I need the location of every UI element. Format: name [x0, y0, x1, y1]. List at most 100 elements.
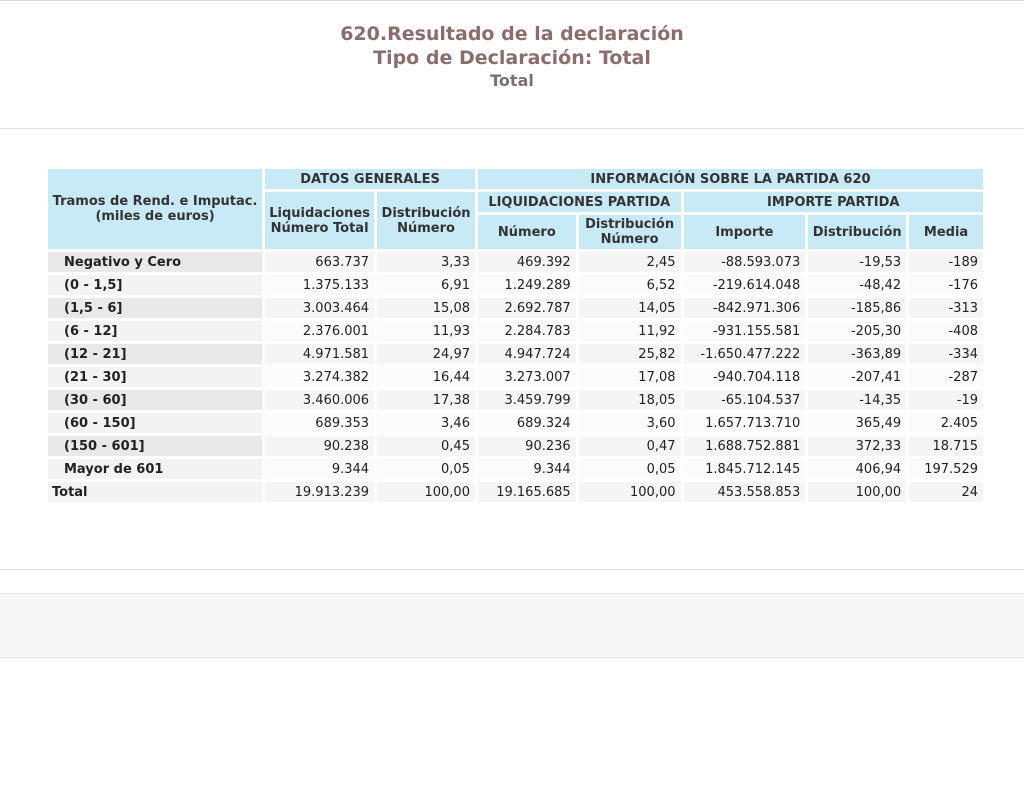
cell-distribucion: -185,86: [808, 298, 907, 318]
row-label: Mayor de 601: [48, 459, 263, 479]
cell-numero: 2.692.787: [477, 298, 576, 318]
cell-distribucion-numero: 100,00: [377, 482, 475, 502]
cell-distribucion: 406,94: [808, 459, 907, 479]
table-row: (150 - 601] 90.238 0,45 90.236 0,47 1.68…: [48, 436, 983, 456]
cell-numero: 4.947.724: [477, 344, 576, 364]
cell-importe: 453.558.853: [683, 482, 806, 502]
table-row: (60 - 150] 689.353 3,46 689.324 3,60 1.6…: [48, 413, 983, 433]
cell-distribucion-numero: 11,93: [377, 321, 475, 341]
table-row: Negativo y Cero 663.737 3,33 469.392 2,4…: [48, 252, 983, 272]
cell-importe: -940.704.118: [683, 367, 806, 387]
cell-media: 2.405: [909, 413, 983, 433]
cell-media: 24: [909, 482, 983, 502]
row-label: (60 - 150]: [48, 413, 263, 433]
cell-media: 197.529: [909, 459, 983, 479]
cell-liquidaciones-total: 2.376.001: [265, 321, 375, 341]
group-datos-generales: DATOS GENERALES: [265, 169, 475, 189]
cell-numero: 469.392: [477, 252, 576, 272]
footer-divider: [0, 569, 1024, 570]
cell-media: -176: [909, 275, 983, 295]
cell-distribucion-numero: 24,97: [377, 344, 475, 364]
cell-distribucion-numero: 6,91: [377, 275, 475, 295]
group-liquidaciones-partida: LIQUIDACIONES PARTIDA: [477, 192, 681, 212]
cell-distribucion-numero-partida: 3,60: [578, 413, 681, 433]
cell-distribucion: -363,89: [808, 344, 907, 364]
footer-band: [0, 593, 1024, 658]
cell-importe: -931.155.581: [683, 321, 806, 341]
col-header-numero: Número: [477, 215, 576, 249]
row-label: (21 - 30]: [48, 367, 263, 387]
cell-media: 18.715: [909, 436, 983, 456]
cell-distribucion-numero-partida: 6,52: [578, 275, 681, 295]
cell-numero: 1.249.289: [477, 275, 576, 295]
cell-distribucion-numero: 15,08: [377, 298, 475, 318]
cell-liquidaciones-total: 689.353: [265, 413, 375, 433]
table-row: (1,5 - 6] 3.003.464 15,08 2.692.787 14,0…: [48, 298, 983, 318]
cell-numero: 19.165.685: [477, 482, 576, 502]
cell-distribucion-numero: 3,46: [377, 413, 475, 433]
row-label: (1,5 - 6]: [48, 298, 263, 318]
row-label: (0 - 1,5]: [48, 275, 263, 295]
col-header-distribucion: Distribución: [808, 215, 907, 249]
cell-media: -189: [909, 252, 983, 272]
cell-distribucion-numero-partida: 0,05: [578, 459, 681, 479]
cell-distribucion: 100,00: [808, 482, 907, 502]
table-header: Tramos de Rend. e Imputac. (miles de eur…: [48, 169, 983, 249]
cell-numero: 3.459.799: [477, 390, 576, 410]
cell-importe: 1.845.712.145: [683, 459, 806, 479]
cell-liquidaciones-total: 663.737: [265, 252, 375, 272]
header-divider: [0, 128, 1024, 129]
cell-liquidaciones-total: 1.375.133: [265, 275, 375, 295]
table-body: Negativo y Cero 663.737 3,33 469.392 2,4…: [48, 252, 983, 502]
cell-distribucion-numero: 16,44: [377, 367, 475, 387]
cell-distribucion-numero-partida: 14,05: [578, 298, 681, 318]
col-header-distribucion-numero: Distribución Número: [377, 192, 475, 249]
table-row: (30 - 60] 3.460.006 17,38 3.459.799 18,0…: [48, 390, 983, 410]
cell-media: -313: [909, 298, 983, 318]
cell-media: -287: [909, 367, 983, 387]
cell-distribucion-numero-partida: 25,82: [578, 344, 681, 364]
cell-distribucion-numero-partida: 11,92: [578, 321, 681, 341]
cell-numero: 90.236: [477, 436, 576, 456]
cell-liquidaciones-total: 3.274.382: [265, 367, 375, 387]
top-divider: [0, 0, 1024, 1]
cell-importe: -88.593.073: [683, 252, 806, 272]
cell-distribucion: 365,49: [808, 413, 907, 433]
cell-importe: -1.650.477.222: [683, 344, 806, 364]
row-label: (150 - 601]: [48, 436, 263, 456]
col-header-importe: Importe: [683, 215, 806, 249]
cell-media: -19: [909, 390, 983, 410]
cell-distribucion-numero-partida: 100,00: [578, 482, 681, 502]
cell-distribucion-numero-partida: 0,47: [578, 436, 681, 456]
cell-importe: -842.971.306: [683, 298, 806, 318]
report-subtitle-total: Total: [490, 71, 534, 90]
cell-numero: 9.344: [477, 459, 576, 479]
cell-liquidaciones-total: 3.460.006: [265, 390, 375, 410]
results-table: Tramos de Rend. e Imputac. (miles de eur…: [45, 166, 986, 505]
cell-distribucion-numero-partida: 2,45: [578, 252, 681, 272]
cell-distribucion-numero-partida: 17,08: [578, 367, 681, 387]
table-row: (0 - 1,5] 1.375.133 6,91 1.249.289 6,52 …: [48, 275, 983, 295]
report-header: 620.Resultado de la declaración Tipo de …: [0, 22, 1024, 92]
cell-media: -334: [909, 344, 983, 364]
table-row: (21 - 30] 3.274.382 16,44 3.273.007 17,0…: [48, 367, 983, 387]
cell-numero: 3.273.007: [477, 367, 576, 387]
cell-importe: -219.614.048: [683, 275, 806, 295]
row-label: (12 - 21]: [48, 344, 263, 364]
cell-distribucion: -48,42: [808, 275, 907, 295]
row-label: Negativo y Cero: [48, 252, 263, 272]
cell-importe: 1.657.713.710: [683, 413, 806, 433]
row-label: (6 - 12]: [48, 321, 263, 341]
cell-numero: 2.284.783: [477, 321, 576, 341]
row-label: (30 - 60]: [48, 390, 263, 410]
cell-distribucion: -14,35: [808, 390, 907, 410]
table-row: (12 - 21] 4.971.581 24,97 4.947.724 25,8…: [48, 344, 983, 364]
col-header-media: Media: [909, 215, 983, 249]
cell-liquidaciones-total: 90.238: [265, 436, 375, 456]
table-row: (6 - 12] 2.376.001 11,93 2.284.783 11,92…: [48, 321, 983, 341]
table-total-row: Total 19.913.239 100,00 19.165.685 100,0…: [48, 482, 983, 502]
row-header-label: Tramos de Rend. e Imputac. (miles de eur…: [48, 169, 263, 249]
cell-importe: -65.104.537: [683, 390, 806, 410]
cell-liquidaciones-total: 9.344: [265, 459, 375, 479]
cell-distribucion: -205,30: [808, 321, 907, 341]
